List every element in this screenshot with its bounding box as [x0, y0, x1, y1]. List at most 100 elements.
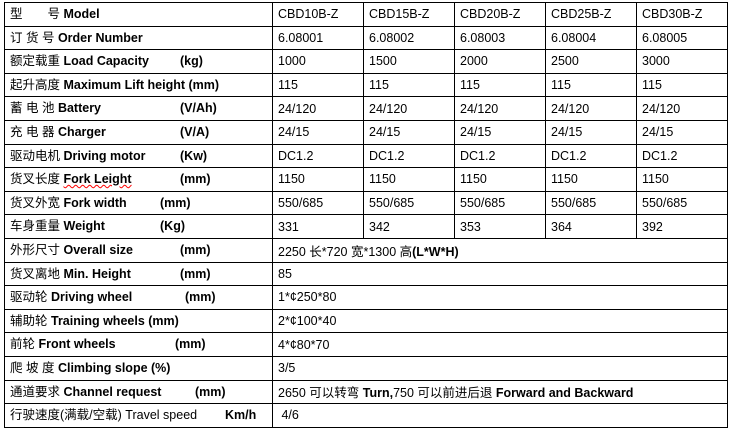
spec-value: DC1.2: [545, 143, 637, 169]
spec-label: 货叉外宽 Fork width (mm): [10, 192, 272, 214]
label-cn: 货叉离地: [10, 266, 61, 281]
spec-value: 115: [545, 72, 637, 98]
spec-value: 6.08005: [636, 25, 728, 51]
label-cn: 货叉长度: [10, 172, 61, 187]
label-cn: 充 电 器: [10, 124, 55, 139]
spec-label-cell: 爬 坡 度 Climbing slope (%): [4, 355, 273, 381]
spec-label-cell: 外形尺寸 Overall size (mm): [4, 237, 273, 263]
spec-label-cell: 驱动电机 Driving motor (Kw): [4, 143, 273, 169]
spec-value: 550/685: [272, 190, 364, 216]
spec-value: 3000: [636, 49, 728, 74]
label-en: Fork width: [63, 195, 127, 210]
spec-value: DC1.2: [454, 143, 546, 169]
spec-label: 驱动电机 Driving motor (Kw): [10, 145, 272, 167]
label-cn: 外形尺寸: [10, 242, 61, 257]
label-unit: Km/h: [225, 408, 257, 423]
spec-label-cell: 货叉长度 Fork Leight (mm): [4, 167, 273, 192]
value-text: 85: [278, 266, 292, 281]
spec-row: 起升高度 Maximum Lift height (mm) 115 115 115 11…: [4, 72, 728, 98]
spec-label-cell: 充 电 器 Charger (V/A): [4, 119, 273, 145]
spec-label: 爬 坡 度 Climbing slope (%): [10, 357, 272, 379]
spec-label-cell: 货叉离地 Min. Height (mm): [4, 261, 273, 287]
label-en: Training wheels (mm): [51, 313, 179, 328]
spec-value: CBD10B-Z: [272, 2, 364, 27]
spec-value: 1500: [363, 49, 455, 74]
spec-row: 货叉长度 Fork Leight (mm) 1150 1150 1150 1150 1150: [4, 167, 728, 192]
value-text: 2250 长*720 宽*1300 高: [278, 244, 413, 259]
label-en: Driving wheel: [50, 290, 133, 305]
spec-row: 爬 坡 度 Climbing slope (%) 3/5: [4, 355, 728, 381]
label-unit: (mm): [185, 290, 216, 305]
spec-value: DC1.2: [363, 143, 455, 169]
label-en: Front wheels: [38, 337, 116, 352]
value-text: 2650 可以转弯: [278, 386, 363, 401]
spec-value: 4/6: [272, 403, 728, 428]
spec-label-cell: 蓄 电 池 Battery (V/Ah): [4, 96, 273, 121]
label-cn: 型 号: [10, 7, 61, 21]
spec-value: 1150: [272, 167, 364, 192]
spec-label: 货叉长度 Fork Leight (mm): [10, 169, 272, 191]
label-cn: 通道要求: [10, 384, 61, 399]
label-en: Battery: [57, 101, 102, 116]
spec-row: 货叉离地 Min. Height (mm) 85: [4, 261, 728, 287]
spec-value: CBD25B-Z: [545, 2, 637, 27]
spec-value: 24/120: [272, 96, 364, 121]
spec-row: 充 电 器 Charger (V/A) 24/15 24/15 24/15 24/15 24…: [4, 119, 728, 145]
spec-value: 24/15: [272, 119, 364, 145]
spec-row: 行驶速度(满载/空载) Travel speed Km/h 4/6: [4, 403, 728, 428]
label-unit: (V/Ah): [180, 101, 217, 116]
spec-label: 外形尺寸 Overall size (mm): [10, 239, 272, 261]
spec-row: 辅助轮 Training wheels (mm) 2*¢100*40: [4, 308, 728, 334]
label-en: Model: [63, 7, 100, 21]
value-text: 750 可以前进后退: [393, 386, 496, 401]
spec-value: 24/15: [454, 119, 546, 145]
label-en: Maximum Lift height (mm): [63, 77, 220, 92]
label-en: Min. Height: [63, 266, 131, 281]
label-unit: (mm): [195, 384, 226, 399]
spec-value: 364: [545, 214, 637, 239]
spec-label: 前轮 Front wheels (mm): [10, 334, 272, 356]
spec-value: 24/15: [636, 119, 728, 145]
label-unit: (mm): [180, 172, 211, 187]
label-cn: 前轮: [10, 337, 36, 352]
value-bold: Turn,: [362, 386, 394, 401]
spec-label-cell: 额定载重 Load Capacity (kg): [4, 49, 273, 74]
label-unit: (mm): [175, 337, 206, 352]
spec-value: 353: [454, 214, 546, 239]
spec-value: 6.08003: [454, 25, 546, 51]
spec-value: 85: [272, 261, 728, 287]
spec-label-cell: 前轮 Front wheels (mm): [4, 332, 273, 357]
spec-value: 24/15: [363, 119, 455, 145]
spec-label-cell: 货叉外宽 Fork width (mm): [4, 190, 273, 216]
spec-label: 订 货 号 Order Number: [10, 27, 272, 49]
spec-label: 驱动轮 Driving wheel (mm): [10, 287, 272, 309]
spec-value: CBD30B-Z: [636, 2, 728, 27]
label-cn: 订 货 号: [10, 30, 55, 45]
spec-table: 型 号 Model CBD10B-Z CBD15B-Z CBD20B-Z CBD25B-…: [4, 2, 728, 428]
label-unit: (V/A): [180, 124, 210, 139]
spec-label: 额定载重 Load Capacity (kg): [10, 51, 272, 73]
spec-value: 342: [363, 214, 455, 239]
label-en: Weight: [63, 219, 105, 234]
label-en: Travel speed: [125, 408, 198, 423]
spec-value: 1000: [272, 49, 364, 74]
value-text: 1*¢250*80: [278, 290, 337, 305]
spec-label-cell: 行驶速度(满载/空载) Travel speed Km/h: [4, 403, 273, 428]
spec-value: 24/15: [545, 119, 637, 145]
value-bold: Forward and Backward: [495, 386, 634, 401]
label-cn: 车身重量: [10, 219, 61, 234]
spec-label-cell: 起升高度 Maximum Lift height (mm): [4, 72, 273, 98]
spec-value: 550/685: [454, 190, 546, 216]
value-text: 4*¢80*70: [278, 337, 330, 352]
label-en: Order Number: [57, 30, 143, 45]
spec-label-cell: 辅助轮 Training wheels (mm): [4, 308, 273, 334]
spec-value: 1150: [636, 167, 728, 192]
label-cn: 额定载重: [10, 54, 61, 69]
spec-value: 24/120: [363, 96, 455, 121]
spec-value: 550/685: [363, 190, 455, 216]
spec-value: 2*¢100*40: [272, 308, 728, 334]
spec-value: DC1.2: [636, 143, 728, 169]
spec-row: 货叉外宽 Fork width (mm) 550/685 550/685 550/685…: [4, 190, 728, 216]
label-cn: 驱动轮: [10, 290, 51, 305]
spec-value: 24/120: [454, 96, 546, 121]
